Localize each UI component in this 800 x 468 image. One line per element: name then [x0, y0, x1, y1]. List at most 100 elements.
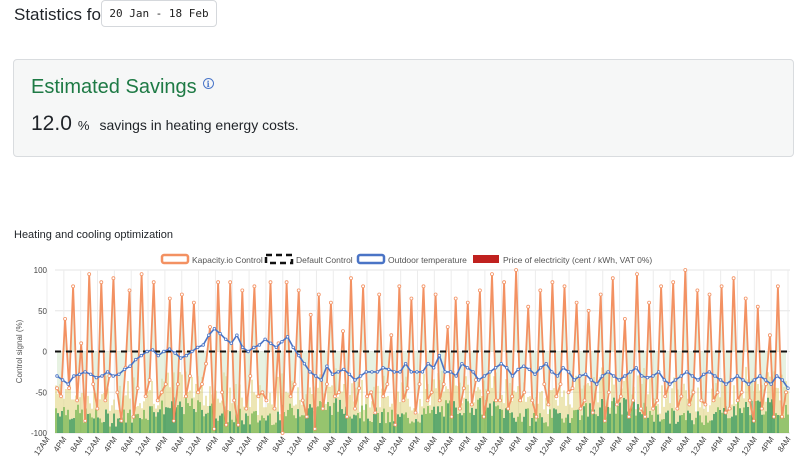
kapacity-point — [59, 394, 63, 399]
x-tick-label: 12AM — [639, 435, 659, 458]
kapacity-point — [623, 317, 627, 321]
outdoor-point — [465, 366, 470, 370]
info-circle-icon[interactable]: i — [202, 78, 214, 89]
outdoor-point — [94, 375, 99, 380]
kapacity-point — [743, 296, 748, 301]
kapacity-point — [345, 414, 349, 419]
outdoor-point — [763, 378, 768, 382]
kapacity-point — [566, 390, 571, 395]
outdoor-point — [572, 378, 576, 382]
kapacity-point — [224, 422, 229, 427]
kapacity-point — [606, 390, 611, 395]
y-axis-label: Control signal (%) — [15, 319, 24, 383]
kapacity-point — [320, 406, 325, 411]
outdoor-point — [690, 374, 695, 378]
kapacity-point — [381, 394, 386, 399]
x-tick-label: 4PM — [153, 435, 170, 454]
kapacity-point — [397, 284, 402, 289]
kapacity-point — [550, 280, 555, 285]
kapacity-point — [425, 398, 430, 403]
legend-label-default: Default Control — [296, 255, 353, 265]
outdoor-point — [713, 374, 717, 378]
kapacity-point — [304, 414, 309, 419]
legend-swatch-kapacity — [160, 253, 190, 265]
x-tick-label: 12AM — [234, 435, 254, 458]
kapacity-point — [288, 394, 293, 399]
x-tick-label: 4PM — [759, 435, 776, 454]
outdoor-point — [482, 374, 487, 378]
kapacity-point — [155, 398, 160, 403]
kapacity-point — [115, 390, 120, 395]
outdoor-point — [426, 361, 430, 366]
outdoor-point — [550, 370, 554, 374]
kapacity-point — [711, 398, 716, 403]
outdoor-point — [589, 378, 593, 382]
outdoor-point — [77, 372, 82, 376]
outdoor-point — [246, 349, 250, 354]
kapacity-point — [465, 300, 470, 305]
outdoor-point — [195, 345, 200, 350]
kapacity-point — [312, 426, 317, 431]
legend-swatch-outdoor — [356, 253, 386, 265]
x-tick-label: 12AM — [588, 435, 608, 458]
kapacity-point — [147, 378, 152, 382]
outdoor-point — [358, 374, 363, 378]
kapacity-point — [679, 394, 684, 399]
kapacity-point — [99, 280, 104, 285]
x-tick-label: 12AM — [285, 435, 305, 458]
kapacity-point — [457, 406, 462, 411]
x-tick-label: 4PM — [254, 435, 271, 454]
kapacity-point — [220, 390, 225, 395]
outdoor-point — [336, 370, 340, 374]
kapacity-point — [433, 292, 438, 297]
outdoor-point — [128, 364, 132, 368]
legend-swatch-price — [473, 255, 499, 263]
outdoor-point — [342, 367, 346, 372]
kapacity-point — [131, 414, 136, 419]
outdoor-point — [544, 361, 548, 366]
outdoor-point — [685, 370, 689, 374]
outdoor-point — [319, 378, 323, 382]
outdoor-point — [370, 370, 374, 374]
kapacity-point — [95, 406, 100, 411]
outdoor-point — [437, 353, 442, 358]
kapacity-point — [369, 390, 374, 395]
outdoor-point — [392, 370, 397, 374]
x-tick-label: 12AM — [32, 435, 52, 458]
date-range-picker[interactable]: 20 Jan - 18 Feb — [101, 0, 217, 27]
kapacity-point — [784, 390, 788, 395]
outdoor-point — [488, 370, 492, 374]
kapacity-point — [353, 406, 357, 411]
x-tick-label: 12AM — [133, 435, 153, 458]
outdoor-point — [207, 333, 211, 337]
kapacity-point — [87, 272, 92, 277]
kapacity-point — [647, 300, 651, 305]
outdoor-point — [673, 378, 678, 382]
kapacity-point — [437, 398, 442, 403]
outdoor-point — [758, 374, 762, 378]
kapacity-point — [187, 374, 192, 378]
outdoor-point — [606, 370, 610, 374]
kapacity-point — [502, 280, 507, 285]
kapacity-point — [719, 284, 724, 289]
outdoor-point — [60, 378, 65, 382]
kapacity-point — [268, 280, 273, 285]
kapacity-point — [389, 333, 394, 338]
kapacity-point — [75, 398, 79, 403]
outdoor-point — [617, 378, 621, 382]
outdoor-point — [133, 357, 138, 362]
kapacity-point — [324, 382, 329, 387]
outdoor-point — [623, 374, 627, 378]
kapacity-point — [232, 398, 237, 403]
chart-legend: Kapacity.io Control Default Control Outdoo… — [160, 253, 652, 265]
outdoor-point — [432, 366, 436, 370]
kapacity-point — [256, 394, 261, 399]
outdoor-point — [780, 378, 785, 382]
outdoor-point — [347, 372, 352, 376]
outdoor-point — [88, 372, 93, 376]
kapacity-point — [175, 382, 180, 387]
kapacity-point — [643, 414, 647, 419]
kapacity-point — [558, 382, 563, 387]
kapacity-point — [357, 386, 362, 391]
savings-title: Estimated Savings — [31, 76, 197, 98]
